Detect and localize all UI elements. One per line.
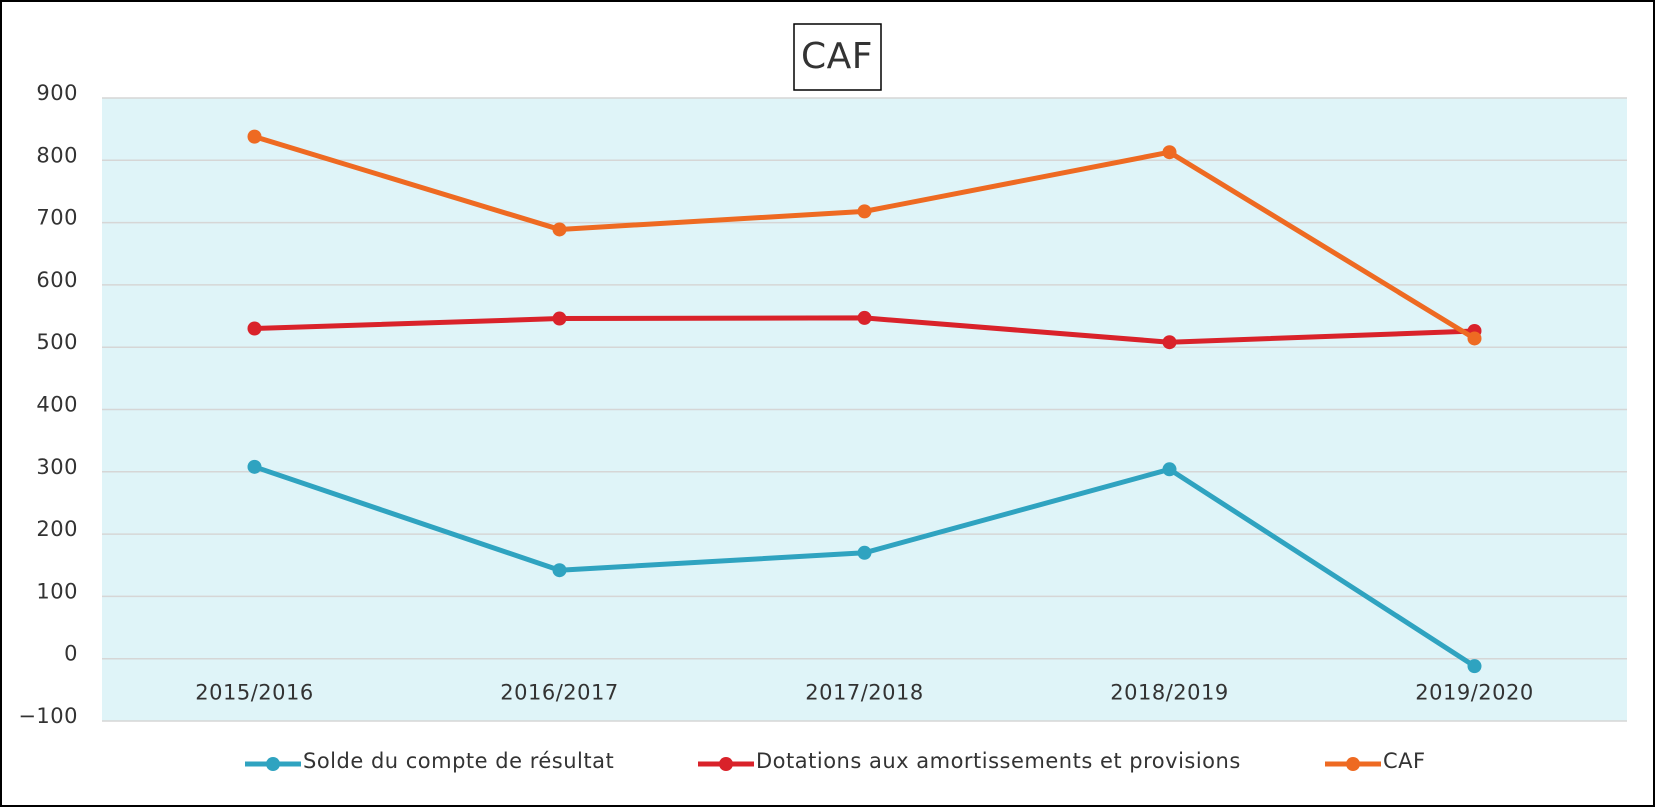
plot-area: −100 0 100 200 300 400 500 600 700 800 900 2015/201… — [18, 81, 1627, 728]
y-tick-label: 0 — [64, 642, 78, 666]
x-tick-label: 2017/2018 — [805, 681, 923, 705]
data-point — [247, 459, 262, 474]
x-tick-label: 2016/2017 — [500, 681, 618, 705]
data-point — [1162, 145, 1177, 160]
legend-swatch-dot — [266, 757, 280, 771]
data-point — [552, 563, 567, 578]
x-tick-label: 2019/2020 — [1415, 681, 1533, 705]
y-tick-label: 300 — [36, 455, 78, 479]
data-point — [857, 545, 872, 560]
data-point — [1162, 462, 1177, 477]
legend-label: CAF — [1383, 749, 1426, 773]
y-tick-label: 700 — [36, 206, 78, 230]
y-tick-label: 200 — [36, 517, 78, 541]
x-tick-label: 2018/2019 — [1110, 681, 1228, 705]
data-point — [552, 311, 567, 326]
legend-swatch-dot — [1346, 757, 1360, 771]
legend-swatch-dot — [719, 757, 733, 771]
y-tick-label: 900 — [36, 81, 78, 105]
data-point — [857, 204, 872, 219]
data-point — [247, 321, 262, 336]
data-point — [1467, 659, 1482, 674]
data-point — [247, 129, 262, 144]
data-point — [1467, 331, 1482, 346]
legend-label: Dotations aux amortissements et provisio… — [756, 749, 1241, 773]
y-tick-label: 600 — [36, 268, 78, 292]
chart-title: CAF — [801, 36, 873, 77]
title-box — [793, 23, 882, 91]
data-point — [1162, 335, 1177, 350]
y-tick-label: 800 — [36, 143, 78, 167]
x-tick-label: 2015/2016 — [195, 681, 313, 705]
legend-label: Solde du compte de résultat — [303, 749, 614, 773]
y-tick-label: −100 — [18, 704, 78, 728]
y-tick-label: 400 — [36, 393, 78, 417]
y-tick-label: 100 — [36, 579, 78, 603]
y-tick-label: 500 — [36, 330, 78, 354]
data-point — [857, 310, 872, 325]
data-point — [552, 222, 567, 237]
